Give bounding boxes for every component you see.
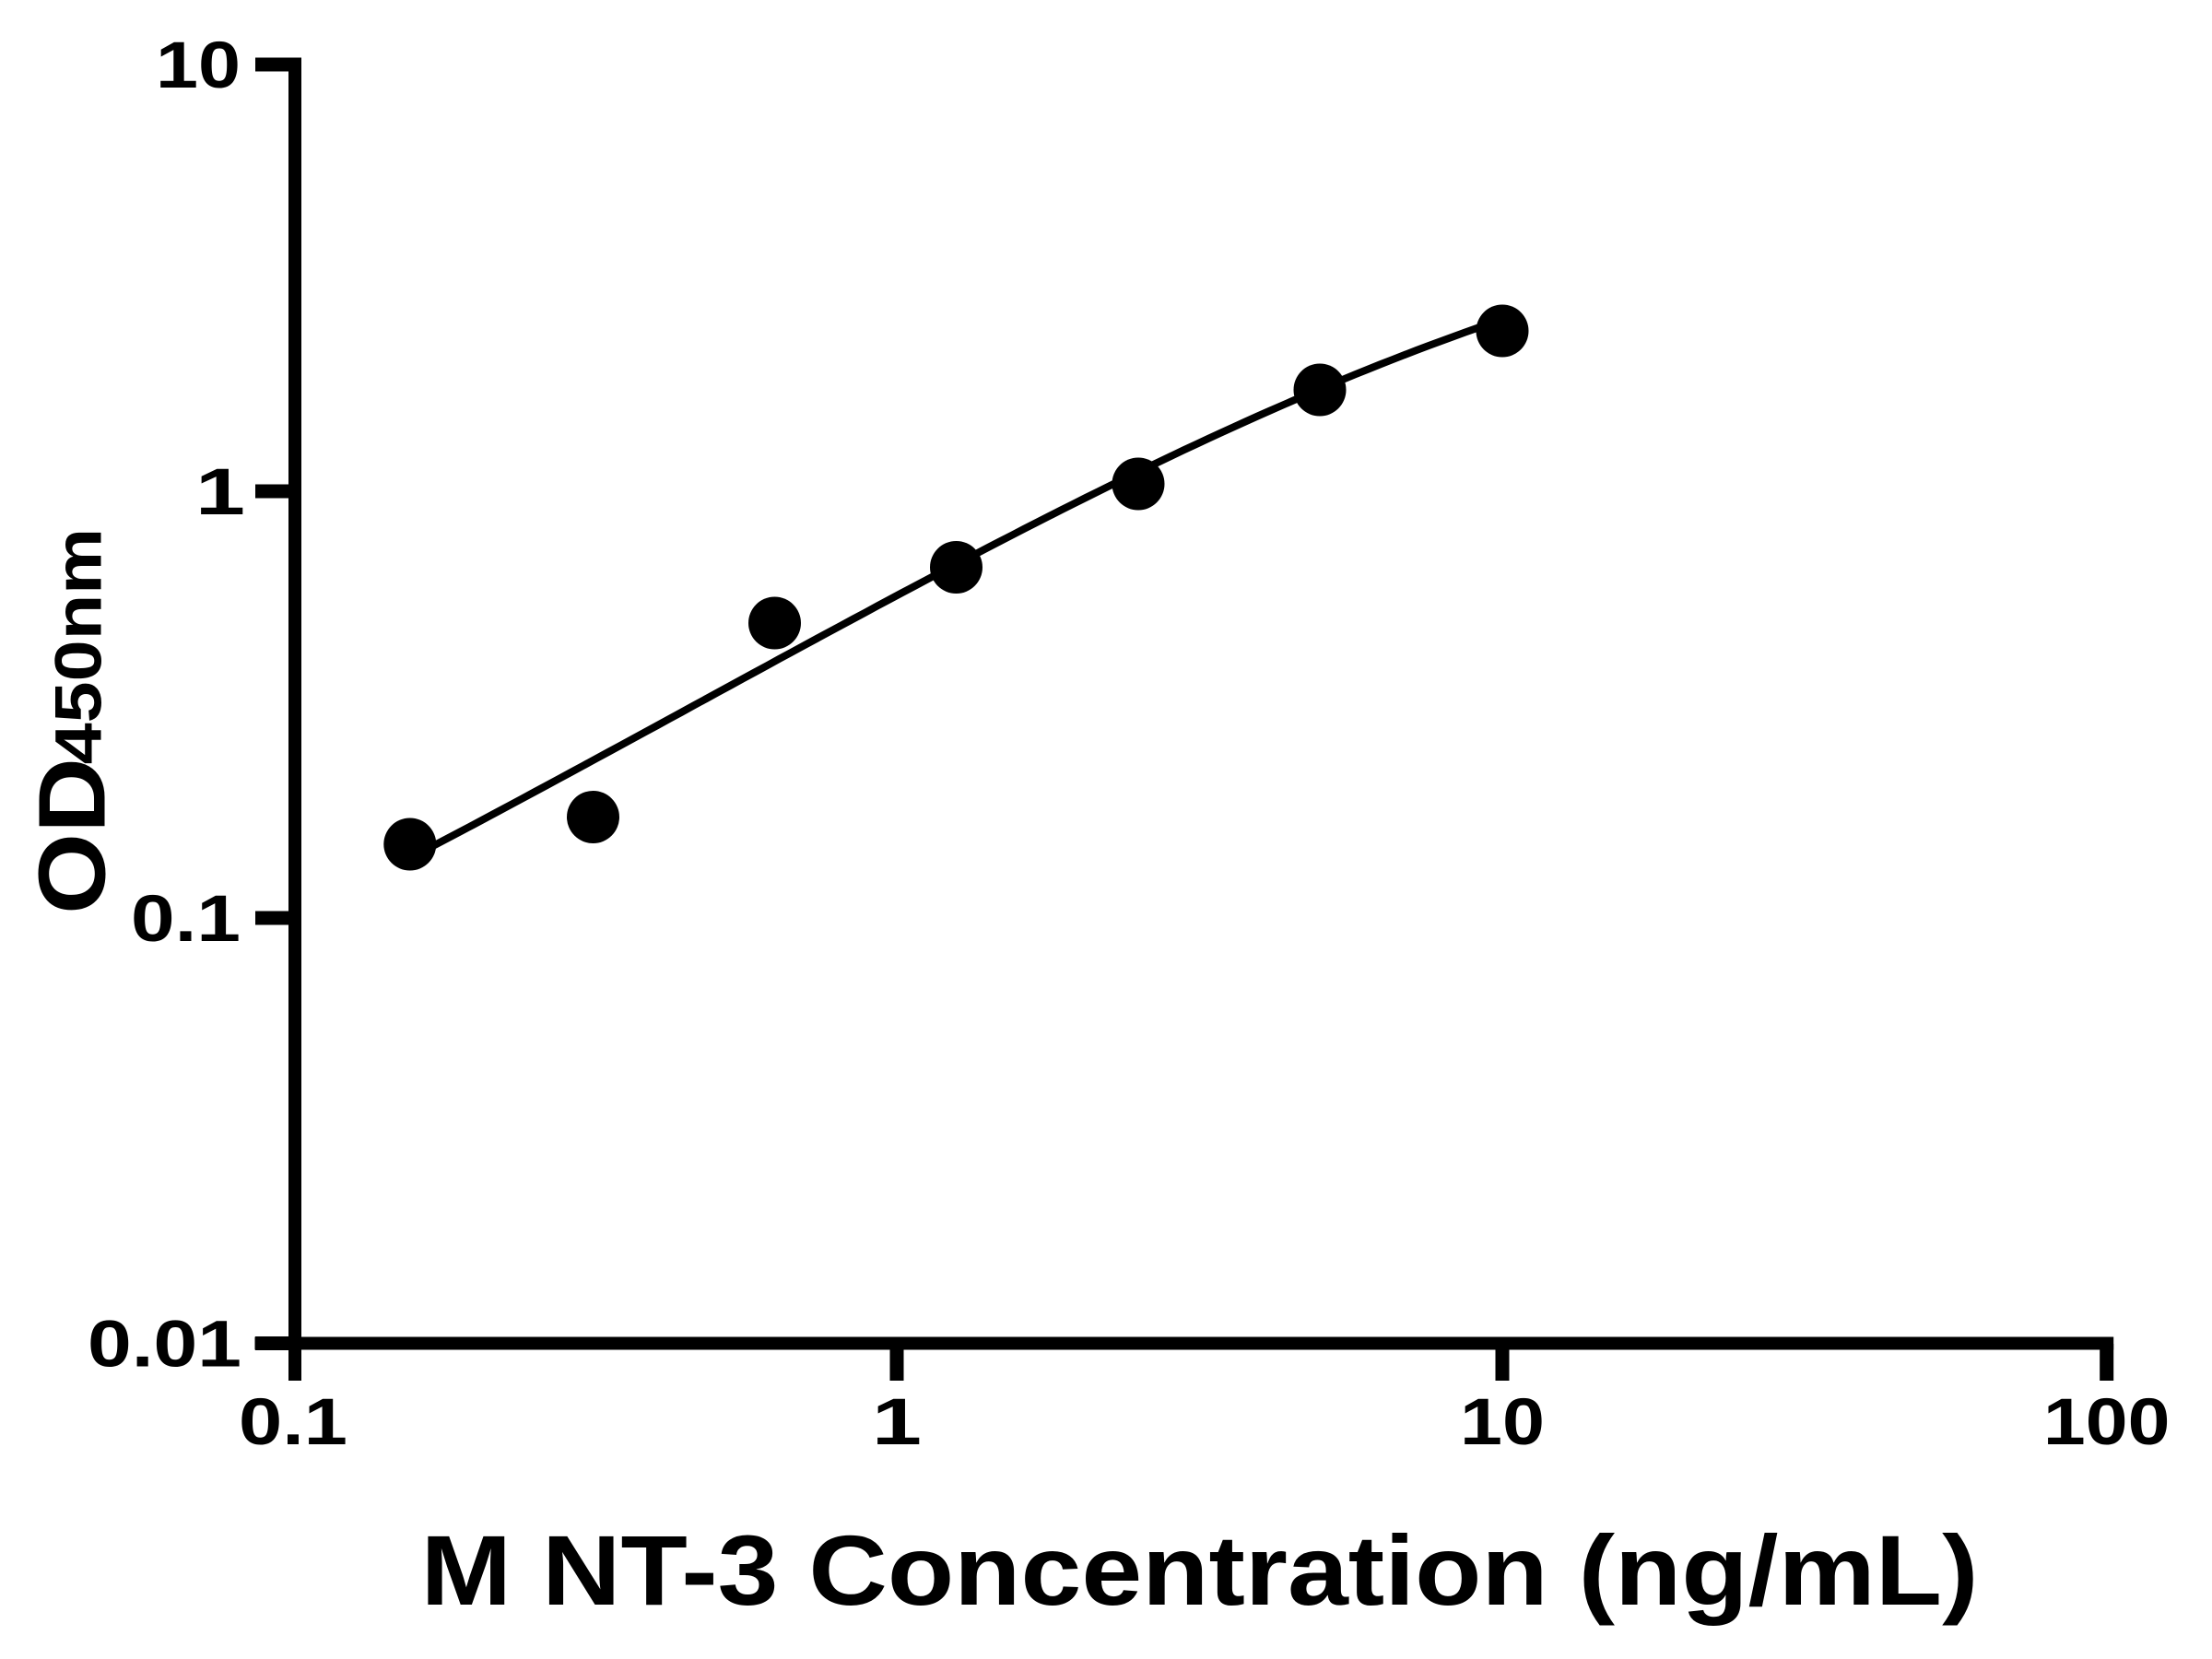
svg-text:10: 10 xyxy=(156,29,241,102)
svg-text:0.1: 0.1 xyxy=(131,883,241,956)
svg-text:OD: OD xyxy=(19,758,125,914)
svg-text:100: 100 xyxy=(2043,1386,2171,1459)
svg-text:0.01: 0.01 xyxy=(88,1309,241,1382)
svg-text:450nm: 450nm xyxy=(43,528,116,765)
svg-text:1: 1 xyxy=(195,456,245,529)
svg-text:0.1: 0.1 xyxy=(239,1386,347,1459)
svg-text:10: 10 xyxy=(1460,1386,1545,1459)
svg-text:M NT-3 Concentration (ng/mL): M NT-3 Concentration (ng/mL) xyxy=(421,1514,1979,1626)
svg-text:1: 1 xyxy=(872,1386,922,1459)
